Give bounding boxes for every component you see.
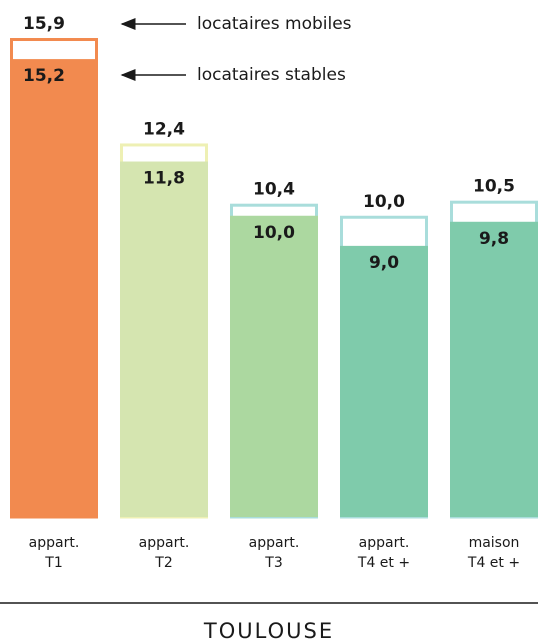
value-label: 10,4 (253, 180, 295, 200)
x-tick-label: T4 et + (357, 555, 410, 571)
value-label: 15,2 (23, 66, 65, 86)
value-label: 10,0 (253, 223, 295, 243)
legend-label: locataires mobiles (197, 14, 352, 34)
x-tick-label: T2 (154, 555, 172, 571)
x-tick-label: T1 (44, 555, 62, 571)
value-label: 10,0 (363, 192, 405, 212)
value-label: 9,8 (479, 229, 509, 249)
value-label: 12,4 (143, 119, 185, 139)
bar-stable (120, 161, 208, 517)
x-tick-label: appart. (359, 535, 410, 551)
value-label: 15,9 (23, 14, 65, 34)
x-tick-label: appart. (249, 535, 300, 551)
bar-stable (230, 215, 318, 517)
value-label: 9,0 (369, 253, 399, 273)
value-label: 11,8 (143, 169, 185, 189)
x-tick-label: maison (469, 535, 520, 551)
footer: TOULOUSE (203, 619, 334, 643)
bar-stable (450, 221, 538, 517)
x-tick-label: T3 (264, 555, 282, 571)
x-tick-label: T4 et + (467, 555, 520, 571)
bar-stable (10, 59, 98, 517)
bar-stable (340, 245, 428, 517)
value-label: 10,5 (473, 177, 515, 197)
legend-label: locataires stables (197, 65, 346, 85)
x-tick-label: appart. (29, 535, 80, 551)
x-tick-label: appart. (139, 535, 190, 551)
